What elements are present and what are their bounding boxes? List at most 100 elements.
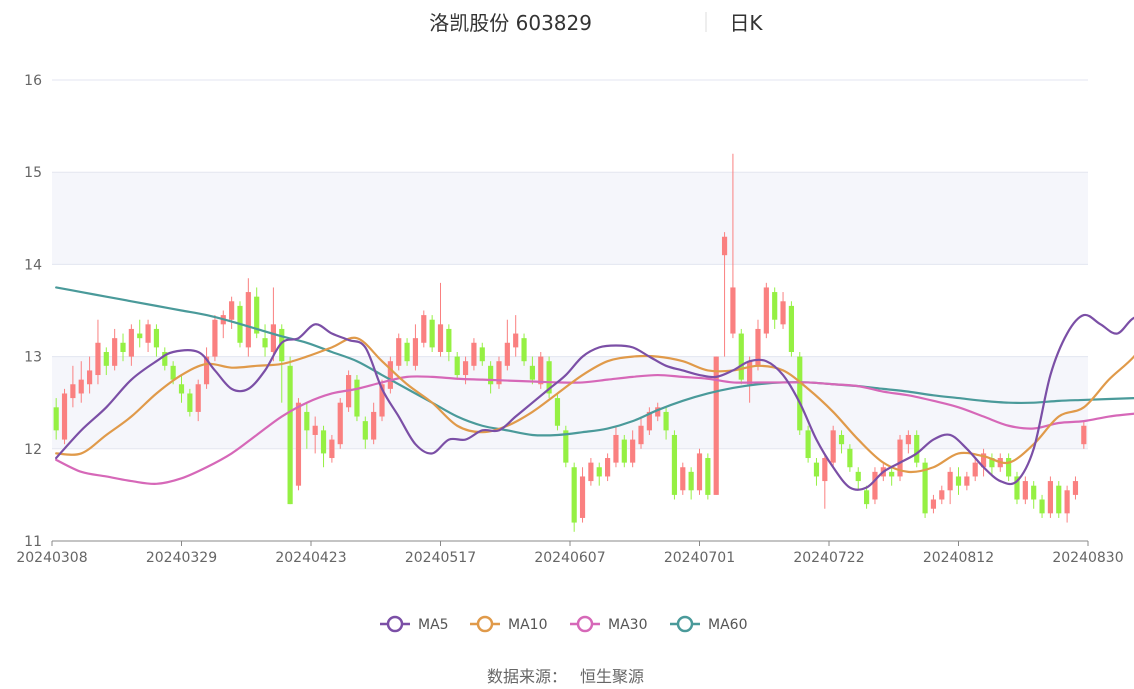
legend-item-ma30[interactable]: MA30: [570, 615, 647, 633]
candle-body: [379, 384, 385, 417]
candle-body: [546, 361, 552, 394]
candle: [429, 315, 435, 352]
candle: [872, 467, 878, 505]
candle: [521, 333, 527, 366]
candle: [838, 430, 845, 454]
candle-body: [538, 356, 544, 385]
candle-body: [412, 338, 419, 366]
candle-body: [713, 356, 719, 495]
candle-body: [462, 361, 469, 376]
candle-body: [187, 393, 193, 412]
candle: [822, 453, 828, 509]
candle-body: [989, 458, 995, 468]
candle: [1081, 421, 1087, 449]
candle: [730, 153, 736, 339]
candle-body: [730, 287, 736, 334]
candle-body: [421, 315, 427, 343]
candle: [454, 351, 460, 380]
candle: [262, 324, 268, 357]
candle: [488, 361, 494, 394]
candle-body: [772, 292, 778, 320]
candle-body: [579, 476, 586, 518]
plot-band: [52, 172, 1088, 265]
x-tick-label: 20240423: [275, 550, 346, 566]
candle-body: [930, 499, 937, 509]
candle-body: [354, 379, 360, 417]
candle-body: [245, 292, 251, 348]
candle-body: [864, 490, 870, 505]
candle-body: [162, 351, 168, 366]
plot-background-bands: [52, 172, 1088, 449]
x-tick-label: 20240308: [16, 550, 87, 566]
candle-body: [830, 430, 836, 463]
candle-body: [362, 421, 368, 440]
candle-body: [229, 301, 235, 320]
y-tick-label: 16: [24, 73, 42, 89]
chart-title: 洛凯股份 603829 日K: [429, 11, 763, 35]
candle-body: [128, 328, 134, 357]
candle: [504, 319, 510, 371]
legend-label: MA30: [608, 617, 647, 633]
candle-body: [1014, 476, 1020, 500]
candle-body: [446, 328, 452, 352]
ma-line-ma10: [55, 336, 1134, 474]
candle: [220, 310, 226, 339]
candle: [112, 328, 118, 371]
candle-body: [203, 356, 210, 385]
legend-item-ma60[interactable]: MA60: [670, 615, 747, 633]
candle-body: [145, 324, 151, 343]
legend-item-ma5[interactable]: MA5: [380, 615, 449, 633]
candle-body: [529, 365, 535, 380]
candle: [563, 425, 569, 468]
candle-body: [295, 402, 302, 486]
candle-body: [813, 462, 820, 477]
candle: [270, 287, 276, 362]
candle-body: [613, 434, 619, 463]
legend-item-ma10[interactable]: MA10: [470, 615, 547, 633]
candle: [696, 448, 703, 495]
legend-marker: [386, 615, 404, 633]
candle: [780, 292, 786, 329]
candle-body: [955, 476, 962, 486]
candle-body: [897, 439, 903, 477]
moving-average-lines: [55, 286, 1134, 491]
candle-body: [755, 328, 761, 366]
candle: [371, 402, 377, 445]
candle-body: [747, 361, 753, 385]
candle-body: [95, 342, 101, 376]
candle-body: [262, 338, 268, 348]
candle-body: [61, 393, 68, 440]
candle-body: [1081, 425, 1087, 445]
candle-body: [437, 324, 444, 352]
candle-body: [847, 448, 853, 468]
x-tick-label: 20240607: [534, 550, 605, 566]
candle: [287, 356, 293, 505]
candle: [630, 430, 636, 468]
candle: [538, 351, 544, 389]
candle-body: [822, 458, 828, 482]
candle: [579, 467, 586, 523]
candle: [320, 425, 327, 468]
grid-lines: [52, 79, 1088, 542]
candle-body: [387, 361, 393, 389]
candle-body: [696, 453, 703, 491]
candle: [989, 453, 995, 477]
candle: [437, 282, 444, 357]
candle-body: [780, 301, 786, 325]
candle-body: [53, 407, 59, 431]
candle-body: [504, 342, 510, 366]
candle-body: [103, 351, 109, 366]
candle-body: [1056, 485, 1062, 514]
candle: [203, 347, 210, 389]
candle-body: [855, 471, 861, 482]
candle: [1006, 453, 1012, 482]
legend[interactable]: MA5 MA10 MA30 MA60: [380, 615, 747, 633]
candle-body: [212, 319, 218, 357]
candle: [805, 425, 811, 463]
candle: [70, 365, 76, 408]
candle-body: [371, 411, 377, 440]
candle-body: [554, 398, 561, 426]
candle: [178, 375, 185, 403]
x-tick-label: 20240812: [923, 550, 994, 566]
